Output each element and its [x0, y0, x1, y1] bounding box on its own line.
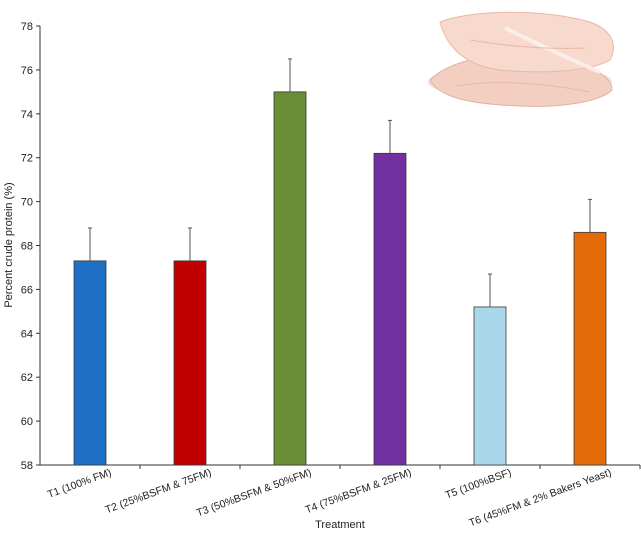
category-label: T3 (50%BSFM & 50%FM) — [195, 467, 313, 520]
bars — [73, 58, 607, 466]
y-tick-label: 70 — [21, 197, 33, 209]
y-tick-label: 60 — [21, 416, 33, 428]
y-tick-label: 76 — [21, 65, 33, 77]
category-label: T4 (75%BSFM & 25FM) — [304, 467, 413, 517]
category-label: T5 (100%BSF) — [444, 467, 513, 502]
category-label: T1 (100% FM) — [46, 467, 113, 501]
y-tick-label: 62 — [21, 372, 33, 384]
y-axis-title: Percent crude protein (%) — [3, 182, 15, 307]
bar — [73, 260, 107, 466]
y-ticks: 58 60 62 64 66 68 70 72 74 76 78 — [21, 21, 40, 472]
bar — [173, 260, 207, 466]
y-tick-label: 68 — [21, 241, 33, 253]
y-tick-label: 66 — [21, 284, 33, 296]
y-tick-label: 78 — [21, 21, 33, 33]
y-tick-label: 74 — [21, 109, 33, 121]
bar — [273, 91, 307, 466]
bar — [473, 306, 507, 466]
y-tick-label: 72 — [21, 153, 33, 165]
y-tick-label: 58 — [21, 460, 33, 472]
x-axis-title: Treatment — [315, 519, 365, 531]
y-tick-label: 64 — [21, 328, 33, 340]
bar — [573, 231, 607, 466]
bar — [373, 152, 407, 466]
fish-fillet-photo — [428, 11, 614, 107]
